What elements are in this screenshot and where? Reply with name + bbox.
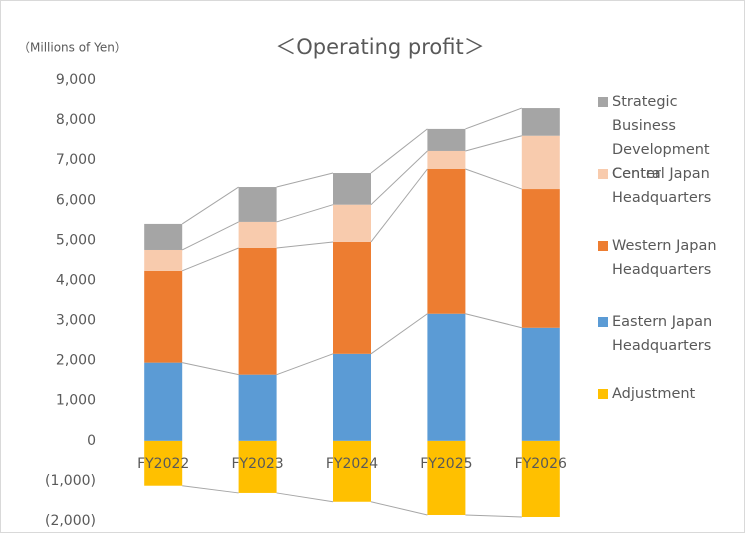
bar-segment: [238, 374, 277, 441]
y-tick-label: 5,000: [56, 232, 96, 248]
bar-segment: [238, 187, 277, 222]
series-line: [370, 150, 428, 206]
bar-segment: [521, 189, 560, 328]
series-line: [465, 107, 522, 130]
bar-segment: [333, 440, 371, 502]
x-tick-label: FY2022: [137, 456, 189, 472]
bar-segment: [333, 241, 371, 354]
y-tick-label: 6,000: [56, 192, 96, 208]
series-line: [182, 485, 239, 494]
series-line: [276, 241, 334, 249]
y-tick-label: 3,000: [56, 313, 96, 329]
y-tick-label: 7,000: [56, 152, 96, 168]
legend-swatch: [598, 389, 608, 399]
bar-segment: [144, 362, 183, 441]
legend-item: Strategic Business Development Center: [598, 90, 738, 186]
chart-title: ＜Operating profit＞: [275, 35, 484, 59]
legend-item: Adjustment: [598, 382, 738, 406]
series-line: [465, 514, 522, 518]
bar-segment: [521, 108, 560, 136]
x-tick-label: FY2023: [231, 456, 283, 472]
series-line: [276, 204, 334, 223]
bar-segment: [333, 353, 371, 441]
legend-item: Central Japan Headquarters: [598, 162, 738, 210]
series-line: [370, 168, 428, 243]
series-line: [465, 168, 522, 190]
bar-segment: [427, 169, 466, 314]
series-line: [182, 247, 239, 272]
legend-swatch: [598, 169, 608, 179]
series-line: [181, 186, 239, 225]
series-line: [181, 221, 239, 251]
y-tick-label: 9,000: [56, 72, 96, 88]
y-tick-label: (1,000): [45, 473, 96, 489]
bar-segment: [521, 135, 560, 190]
legend-item: Eastern Japan Headquarters: [598, 310, 738, 358]
y-tick-label: 0: [87, 433, 96, 449]
y-tick-label: 8,000: [56, 112, 96, 128]
series-line: [276, 492, 334, 503]
legend-label: Central Japan Headquarters: [612, 166, 712, 206]
legend-label: Western Japan Headquarters: [612, 238, 717, 278]
bar-segment: [521, 440, 560, 517]
series-line: [465, 135, 522, 152]
bar-segment: [144, 249, 183, 271]
bar-segment: [238, 247, 277, 375]
x-tick-label: FY2026: [515, 456, 567, 472]
bar-segment: [238, 221, 277, 248]
unit-label: （Millions of Yen）: [18, 41, 127, 55]
series-line: [370, 313, 428, 355]
y-tick-label: 4,000: [56, 272, 96, 288]
bar-segment: [427, 440, 466, 515]
legend-label: Eastern Japan Headquarters: [612, 314, 713, 354]
series-line: [465, 313, 522, 329]
series-line: [182, 362, 239, 376]
bar-segment: [144, 440, 183, 486]
legend-swatch: [598, 317, 608, 327]
legend-swatch: [598, 241, 608, 251]
bar-segment: [333, 173, 371, 205]
series-line: [370, 501, 428, 516]
bar-segment: [144, 270, 183, 363]
series-line: [370, 128, 428, 174]
legend-swatch: [598, 97, 608, 107]
legend-label: Adjustment: [612, 386, 696, 402]
legend-item: Western Japan Headquarters: [598, 234, 738, 282]
y-tick-label: 2,000: [56, 353, 96, 369]
y-tick-label: (2,000): [45, 513, 96, 529]
y-tick-label: 1,000: [56, 393, 96, 409]
bar-segment: [144, 223, 183, 250]
x-tick-label: FY2024: [326, 456, 378, 472]
series-line: [276, 172, 334, 188]
legend-label: Strategic Business Development Center: [612, 94, 710, 182]
bar-segment: [427, 128, 466, 151]
x-tick-label: FY2025: [420, 456, 472, 472]
bar-segment: [333, 204, 371, 242]
bar-segment: [238, 440, 277, 493]
bar-segment: [427, 150, 466, 170]
bar-segment: [427, 313, 466, 441]
bar-segment: [521, 327, 560, 441]
series-line: [276, 353, 334, 376]
